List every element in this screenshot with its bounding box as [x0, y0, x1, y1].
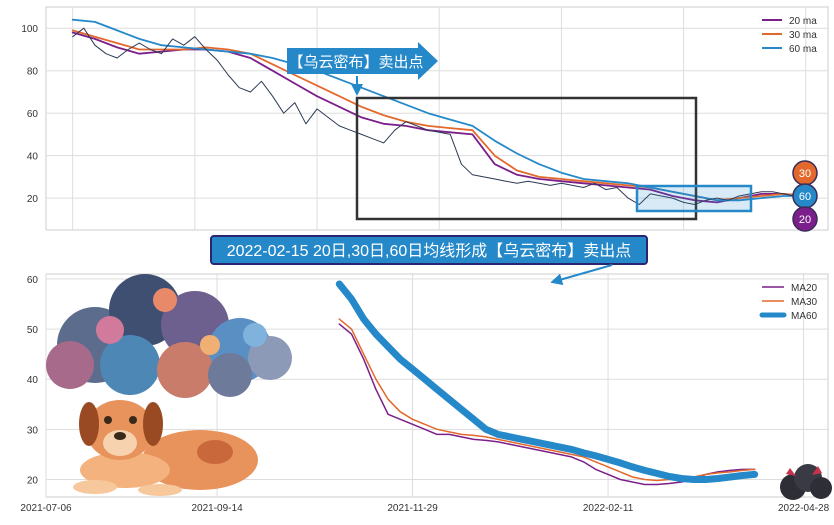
- bottom-legend: MA20 MA30 MA60: [759, 283, 818, 322]
- top-y-tick-label: 40: [27, 152, 39, 163]
- middle-callout-pointer: [550, 264, 613, 286]
- bottom-y-tick-label: 20: [27, 475, 39, 486]
- bottom-x-tick-label: 2021-11-29: [387, 503, 438, 514]
- legend-label-ma60: MA60: [791, 311, 818, 322]
- top-series-lines: [71, 18, 807, 205]
- bottom-y-tick-label: 60: [27, 275, 39, 286]
- bottom-x-tick-label: 2021-07-06: [20, 503, 72, 514]
- bottom-x-tick-label: 2022-04-28: [778, 503, 830, 514]
- badge-20-label: 20: [799, 214, 811, 226]
- small-dark-cloud-icon: [780, 464, 832, 500]
- bottom-x-tick-label: 2021-09-14: [191, 503, 243, 514]
- legend-label-ma30: MA30: [791, 297, 818, 308]
- bottom-series-ma60: [335, 280, 759, 483]
- top-y-tick-label: 80: [27, 67, 39, 78]
- ma-badges: 30 60 20: [792, 160, 818, 232]
- top-gridlines: [46, 7, 828, 230]
- dog-icon: [73, 400, 258, 496]
- bottom-x-tick-labels: 2021-07-06 2021-09-14 2021-11-29 2022-02-11…: [20, 503, 829, 514]
- bottom-y-tick-label: 50: [27, 325, 39, 336]
- top-plot-area: [45, 6, 829, 231]
- sell-callout: 【乌云密布】卖出点: [287, 42, 438, 96]
- badge-30-label: 30: [799, 168, 811, 180]
- top-series-20ma: [71, 31, 807, 204]
- top-y-tick-label: 100: [21, 24, 38, 35]
- top-y-tick-labels: 100 80 60 40 20: [21, 24, 38, 205]
- middle-callout: 2022-02-15 20日,30日,60日均线形成【乌云密布】卖出点: [210, 235, 648, 286]
- sell-zone-box: [355, 96, 698, 221]
- legend-label-30ma: 30 ma: [789, 30, 817, 41]
- badge-60-label: 60: [799, 191, 811, 203]
- top-legend: 20 ma 30 ma 60 ma: [762, 16, 817, 55]
- bottom-y-tick-labels: 60 50 40 30 20: [27, 275, 39, 486]
- bottom-y-tick-label: 40: [27, 375, 39, 386]
- legend-label-20ma: 20 ma: [789, 16, 817, 27]
- sell-callout-text: 【乌云密布】卖出点: [288, 54, 423, 71]
- legend-label-60ma: 60 ma: [789, 44, 817, 55]
- legend-label-ma20: MA20: [791, 283, 818, 294]
- bottom-x-tick-label: 2022-02-11: [583, 503, 634, 514]
- bottom-y-tick-label: 30: [27, 425, 39, 436]
- middle-callout-box: [210, 235, 648, 265]
- sell-callout-arrow-shape: [287, 42, 438, 80]
- top-series-60ma: [71, 18, 807, 202]
- storm-cloud-icon: [46, 274, 292, 398]
- top-series-price: [72, 27, 807, 205]
- top-y-tick-label: 60: [27, 109, 39, 120]
- bottom-series-lines: [335, 280, 759, 486]
- top-y-tick-label: 20: [27, 194, 39, 205]
- crossover-zone-box: [635, 184, 753, 213]
- middle-callout-text: 2022-02-15 20日,30日,60日均线形成【乌云密布】卖出点: [227, 242, 632, 260]
- badge-20: [792, 206, 818, 232]
- bottom-chart: 60 50 40 30 20 2021-07-06 2021-09-14 2021-11-2…: [20, 273, 832, 514]
